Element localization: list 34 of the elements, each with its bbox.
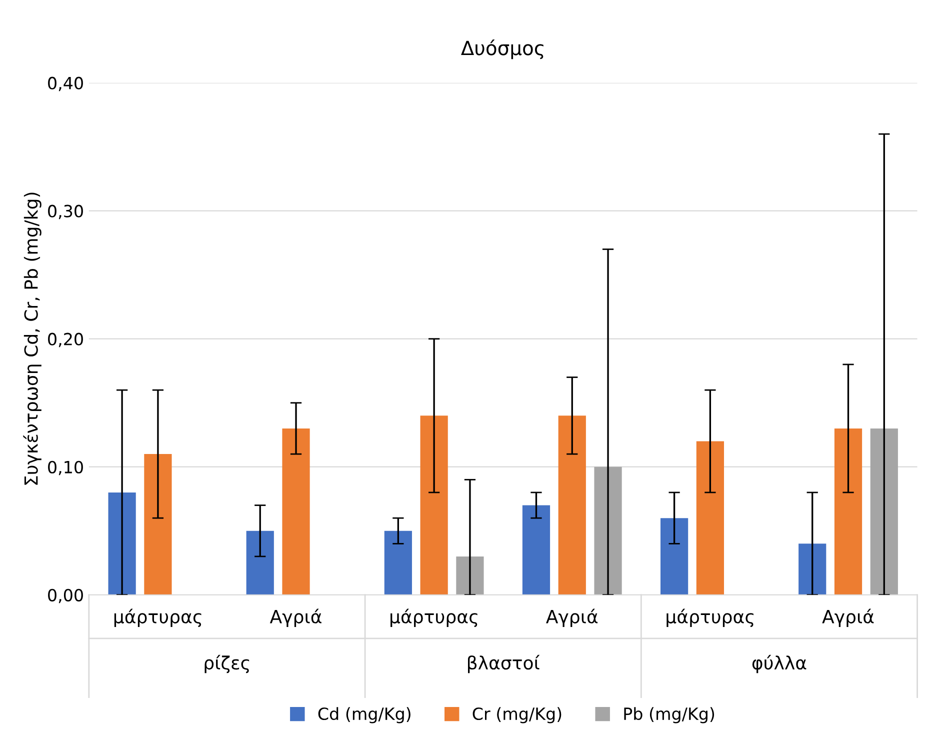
chart-title: Δυόσμος bbox=[461, 40, 544, 60]
bar bbox=[144, 454, 172, 595]
bar bbox=[420, 416, 448, 595]
x-tick-label: Αγριά bbox=[270, 608, 322, 627]
bar bbox=[558, 416, 586, 595]
y-tick-label: 0,30 bbox=[48, 204, 83, 220]
bar bbox=[594, 466, 622, 595]
x-tick-label: μάρτυρας bbox=[666, 608, 754, 627]
text: ρίζες bbox=[204, 654, 250, 674]
bar bbox=[696, 441, 724, 595]
text: βλαστοί bbox=[468, 654, 540, 674]
bar bbox=[456, 556, 484, 595]
bar bbox=[870, 428, 898, 595]
y-tick-label: 0,20 bbox=[48, 332, 83, 348]
bar bbox=[660, 518, 688, 595]
bar bbox=[522, 505, 550, 595]
bar bbox=[108, 492, 136, 595]
y-tick-label: 0,10 bbox=[48, 460, 83, 476]
legend-label: Cd (mg/Kg) bbox=[318, 707, 410, 724]
x-tick-label: Αγριά bbox=[546, 608, 598, 627]
bar bbox=[834, 428, 862, 595]
bar bbox=[246, 530, 274, 595]
x-tick-label: Αγριά bbox=[822, 608, 874, 627]
y-tick-label: 0,40 bbox=[48, 76, 83, 92]
bar bbox=[282, 428, 310, 595]
bar bbox=[384, 530, 412, 595]
y-axis-title: Συγκέντρωση Cd, Cr, Pb (mg/kg) bbox=[23, 192, 42, 485]
legend-label: Cr (mg/Kg) bbox=[472, 707, 562, 724]
text: φύλλα bbox=[752, 654, 806, 674]
y-tick-label: 0,00 bbox=[48, 588, 83, 604]
x-tick-label: μάρτυρας bbox=[114, 608, 202, 627]
bar bbox=[798, 544, 826, 595]
legend-label: Pb (mg/Kg) bbox=[624, 707, 714, 724]
x-tick-label: μάρτυρας bbox=[390, 608, 478, 627]
